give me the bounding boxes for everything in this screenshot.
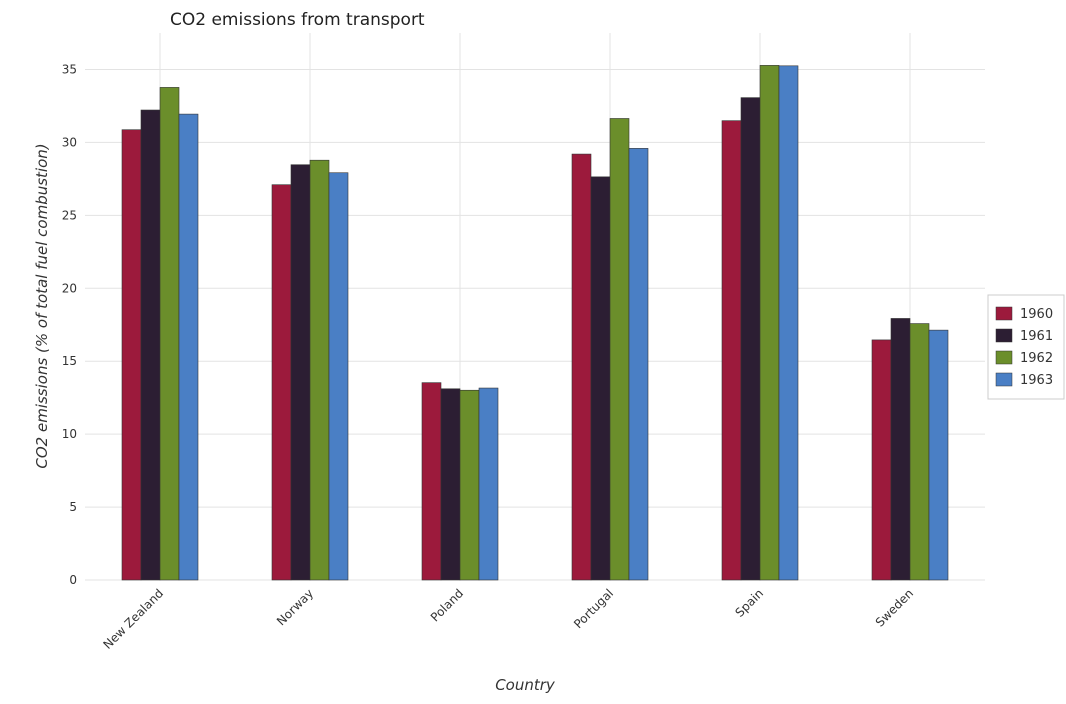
bar [271, 184, 292, 581]
legend-label: 1960 [1020, 307, 1053, 322]
x-tick-label: Spain [733, 586, 767, 620]
y-tick-label: 0 [69, 573, 77, 587]
legend-swatch [995, 306, 1013, 321]
grid [85, 33, 985, 581]
y-tick-label: 35 [62, 62, 77, 76]
y-tick-label: 5 [69, 500, 77, 514]
x-axis-label: Country [495, 676, 556, 694]
bar [309, 159, 330, 581]
bar [140, 109, 161, 581]
x-tick-labels: New Zealand Norway Poland Portugal Spain Swed… [100, 586, 916, 652]
legend: 1960 1961 1962 1963 [987, 294, 1065, 400]
chart-title: CO2 emissions from transport [170, 10, 425, 30]
bar [571, 153, 592, 581]
bar [290, 164, 311, 581]
legend-label: 1963 [1020, 373, 1053, 388]
bar [740, 97, 761, 581]
y-tick-label: 10 [62, 427, 77, 441]
legend-swatch [995, 372, 1013, 387]
bar [121, 129, 142, 581]
bars [121, 65, 949, 581]
bar [178, 113, 199, 581]
x-tick-label: Norway [274, 586, 316, 628]
bar [871, 339, 892, 581]
bar [609, 118, 630, 581]
bar [159, 87, 180, 581]
bar [421, 382, 442, 581]
y-tick-labels: 0 5 10 15 20 25 30 35 [62, 62, 77, 587]
bar [440, 388, 461, 581]
bar [909, 323, 930, 581]
bar [328, 172, 349, 581]
legend-label: 1961 [1020, 329, 1053, 344]
y-tick-label: 15 [62, 354, 77, 368]
bar [778, 65, 799, 581]
legend-swatch [995, 350, 1013, 365]
x-tick-label: Portugal [571, 586, 616, 631]
legend-label: 1962 [1020, 351, 1053, 366]
bar [721, 120, 742, 581]
bar [459, 389, 480, 581]
x-tick-label: Poland [428, 586, 466, 624]
y-axis-label: CO2 emissions (% of total fuel combustio… [33, 143, 51, 468]
bar [478, 387, 499, 581]
x-tick-label: New Zealand [100, 586, 166, 652]
bar [890, 318, 911, 581]
y-tick-label: 30 [62, 135, 77, 149]
legend-swatch [995, 328, 1013, 343]
bar [590, 176, 611, 581]
bar [628, 148, 649, 581]
y-tick-label: 20 [62, 281, 77, 295]
y-tick-label: 25 [62, 208, 77, 222]
bar [759, 65, 780, 581]
x-tick-label: Sweden [873, 586, 916, 629]
bar [928, 329, 949, 581]
